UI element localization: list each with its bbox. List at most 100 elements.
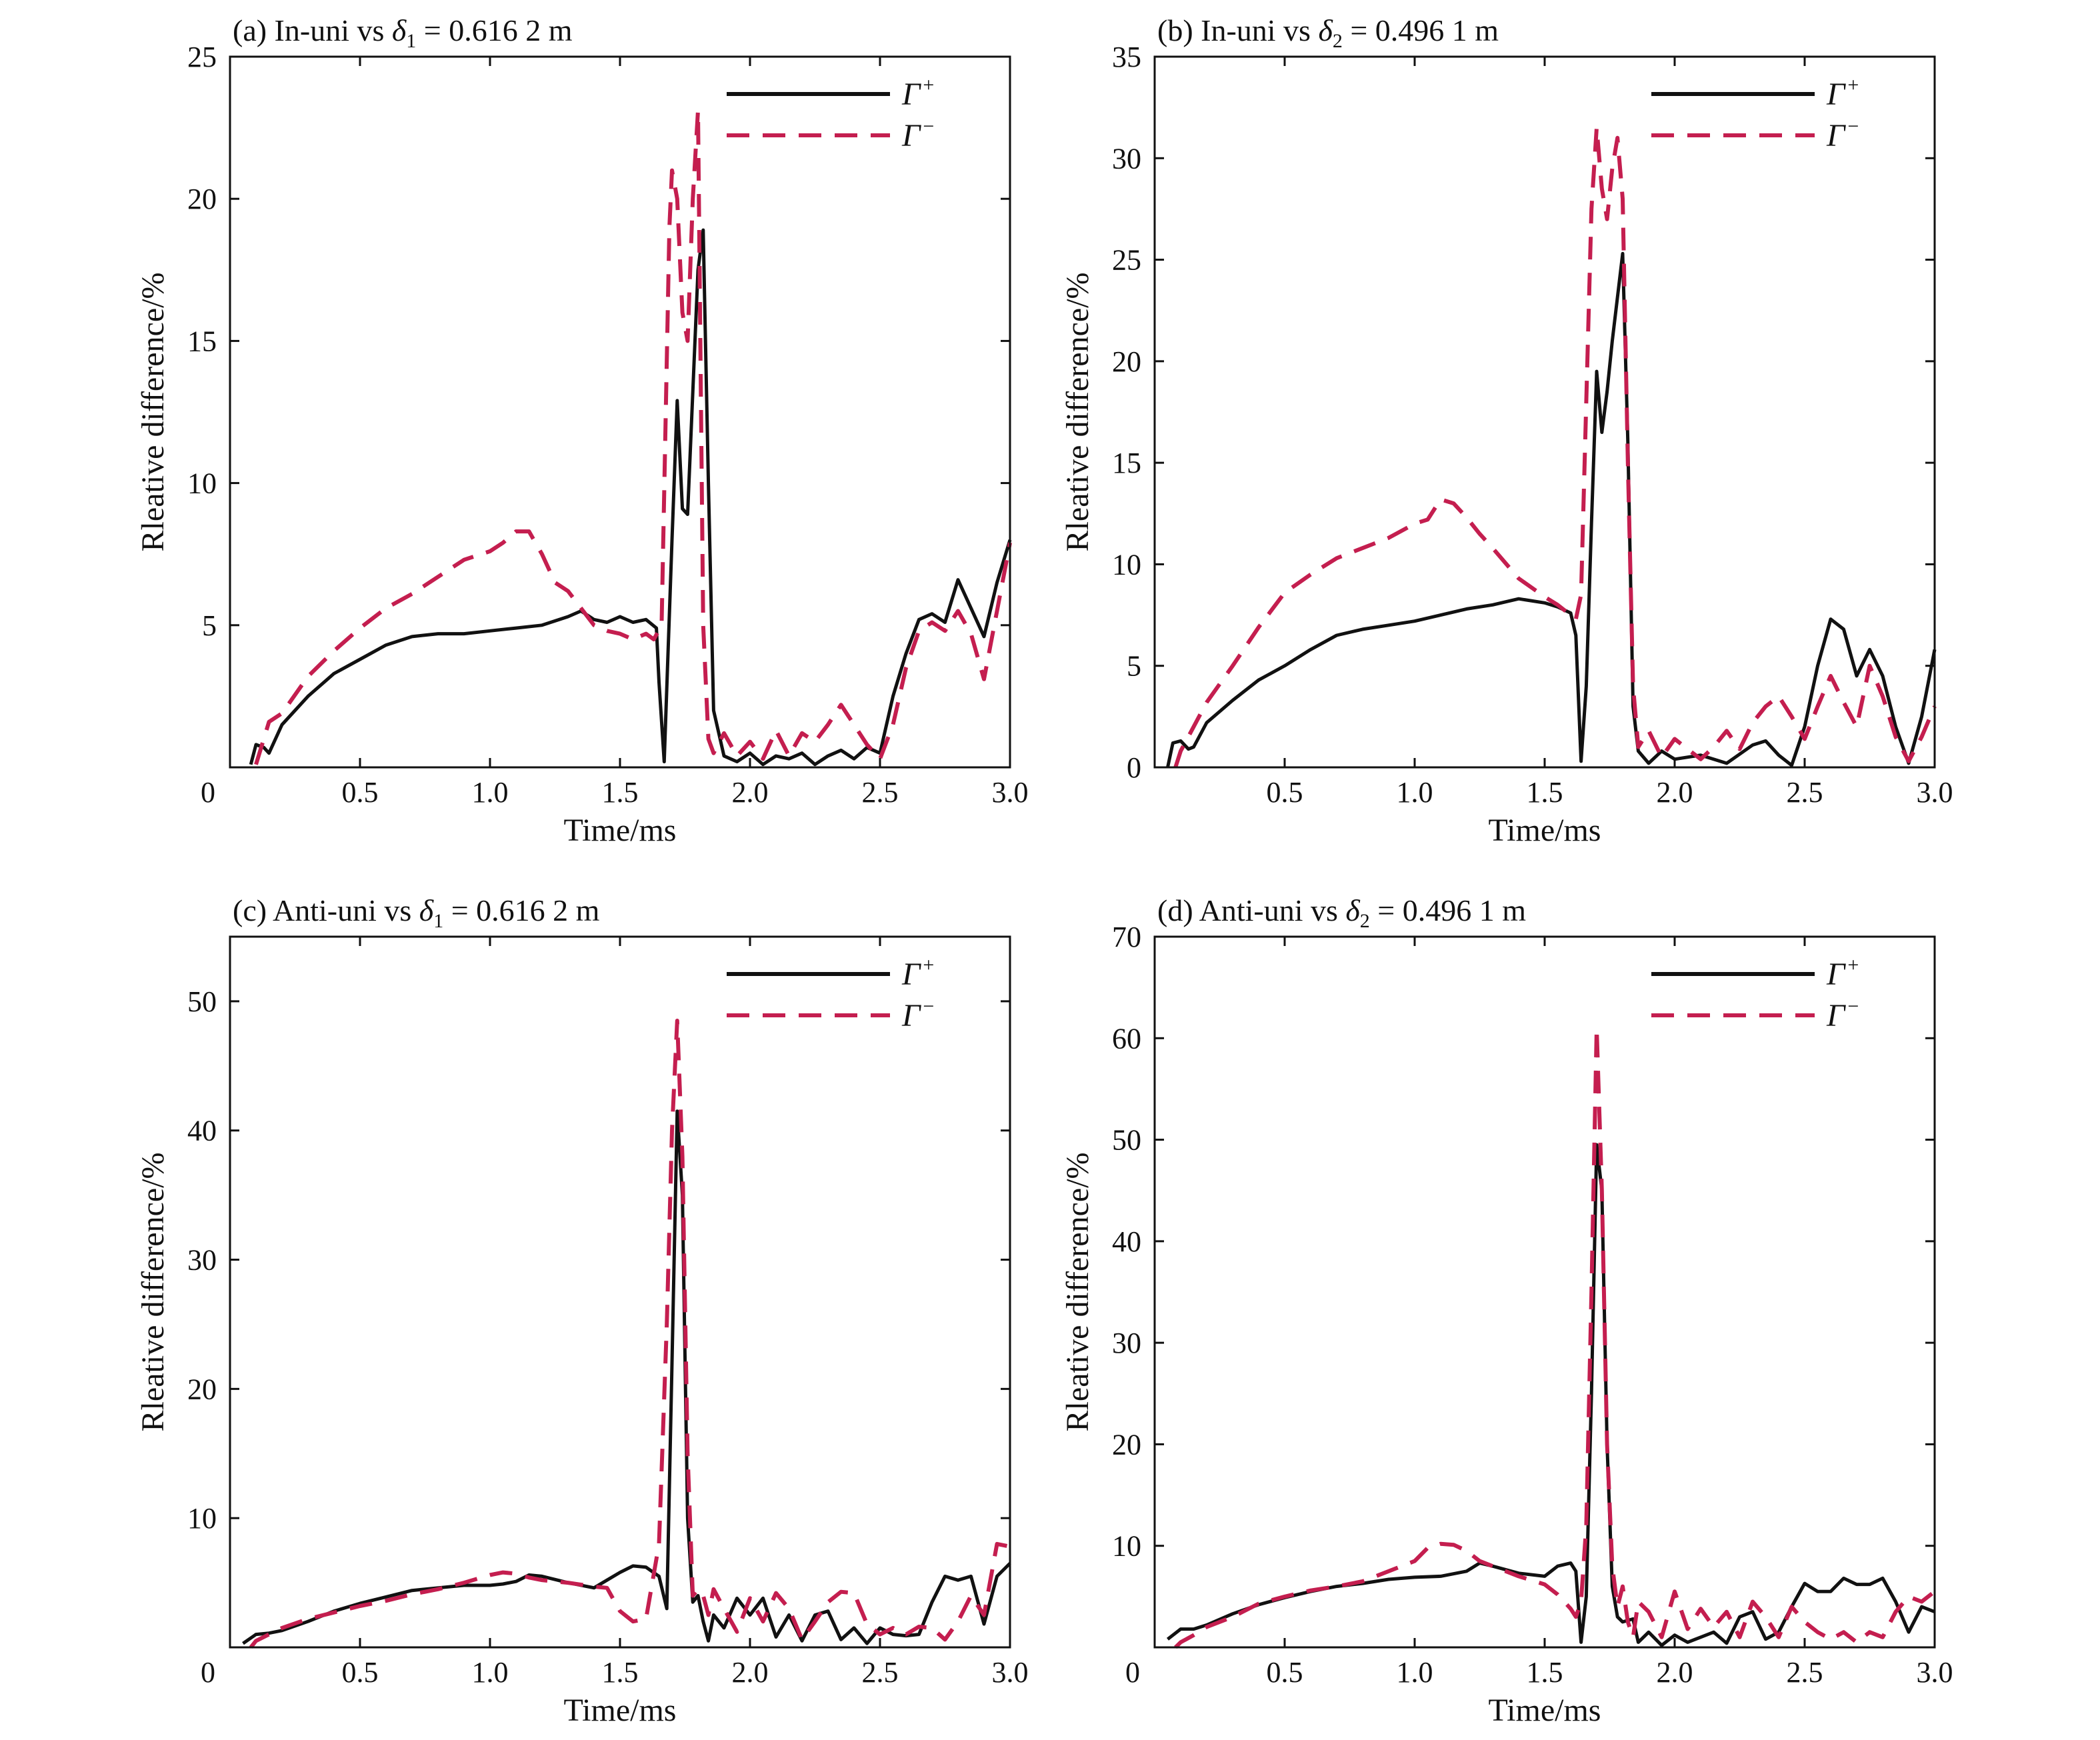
y-tick-label: 40 [1112, 1225, 1141, 1258]
y-tick-label: 10 [1112, 548, 1141, 581]
series-gamma-minus-line [254, 109, 1012, 765]
title-prefix: (c) Anti-uni vs [233, 893, 419, 927]
y-tick-label: 25 [187, 41, 217, 73]
legend-symbol: Γ [901, 118, 921, 153]
legend-label-gamma-minus: Γ − [1826, 115, 1859, 153]
x-axis-label: Time/ms [1489, 813, 1601, 848]
y-tick-label: 25 [1112, 244, 1141, 277]
title-prefix: (d) Anti-uni vs [1157, 893, 1345, 927]
x-tick-label: 3.0 [992, 776, 1029, 809]
y-tick-label: 30 [1112, 1327, 1141, 1359]
legend-label-gamma-minus: Γ − [1826, 995, 1859, 1033]
y-axis-label: Rleative difference/% [135, 273, 171, 552]
title-symbol: δ [419, 893, 434, 927]
series-gamma-plus-line [1166, 251, 1937, 768]
x-tick-label: 0.5 [1267, 1656, 1303, 1689]
title-symbol: δ [1345, 893, 1360, 927]
legend-symbol: Γ [1826, 118, 1846, 153]
legend-label-gamma-plus: Γ + [1826, 954, 1859, 992]
plot-frame [1153, 935, 1936, 1649]
x-tick-label: 2.5 [862, 776, 899, 809]
y-tick-label: 30 [1112, 142, 1141, 175]
y-tick-label: 10 [187, 467, 217, 500]
legend-symbol: Γ [901, 77, 921, 112]
series-gamma-plus-line [242, 1109, 1011, 1645]
title-subscript: 2 [1333, 30, 1343, 52]
series-gamma-plus-line [1166, 1143, 1935, 1647]
y-axis-label: Rleative difference/% [1060, 273, 1095, 552]
legend-superscript: + [923, 954, 934, 976]
x-tick-label: 1.5 [602, 776, 639, 809]
y-tick-label: 20 [1112, 1428, 1141, 1461]
legend-label-gamma-minus: Γ − [901, 995, 934, 1033]
series-gamma-minus-line [1173, 125, 1937, 768]
title-symbol: δ [1318, 13, 1333, 47]
y-tick-label: 60 [1112, 1022, 1141, 1055]
legend-symbol: Γ [1826, 77, 1846, 112]
x-tick-label: 2.0 [732, 1656, 769, 1689]
legend-label-gamma-plus: Γ + [901, 954, 934, 992]
x-tick-label: 1.5 [1527, 776, 1563, 809]
series-gamma-minus-line [1174, 1026, 1936, 1649]
y-tick-label: 5 [202, 609, 217, 642]
x-tick-label: 2.0 [1657, 1656, 1693, 1689]
legend-superscript: − [1847, 115, 1859, 137]
x-tick-label: 3.0 [1917, 1656, 1953, 1689]
chart-title: (a) In-uni vs δ1 = 0.616 2 m [233, 13, 573, 52]
title-symbol: δ [392, 13, 407, 47]
y-tick-label: 20 [187, 1373, 217, 1405]
y-tick-label: 10 [1112, 1530, 1141, 1563]
legend-label-gamma-minus: Γ − [901, 115, 934, 153]
title-suffix: = 0.616 2 m [443, 893, 599, 927]
x-tick-label: 1.0 [472, 1656, 509, 1689]
y-tick-label: 35 [1112, 41, 1141, 73]
legend-superscript: + [923, 74, 934, 96]
x-axis-label: Time/ms [1489, 1693, 1601, 1728]
y-tick-label: 70 [1112, 921, 1141, 953]
legend-symbol: Γ [1826, 957, 1846, 992]
title-subscript: 1 [406, 30, 416, 52]
legend-superscript: − [923, 995, 934, 1017]
x-tick-label: 1.0 [472, 776, 509, 809]
legend-superscript: + [1847, 954, 1859, 976]
title-suffix: = 0.616 2 m [416, 13, 572, 47]
x-tick-label: 0 [201, 776, 215, 809]
legend-symbol: Γ [1826, 998, 1846, 1033]
title-prefix: (a) In-uni vs [233, 13, 392, 47]
title-suffix: = 0.496 1 m [1370, 893, 1526, 927]
x-axis-label: Time/ms [564, 1693, 677, 1728]
x-tick-label: 2.5 [1787, 776, 1823, 809]
x-tick-label: 0 [1125, 1656, 1140, 1689]
series-gamma-plus-line [249, 228, 1012, 767]
y-tick-label: 50 [1112, 1124, 1141, 1157]
legend-symbol: Γ [901, 998, 921, 1033]
x-tick-label: 0.5 [342, 776, 379, 809]
y-tick-label: 20 [187, 183, 217, 215]
title-prefix: (b) In-uni vs [1157, 13, 1318, 47]
plot-frame [229, 935, 1011, 1649]
chart-title: (b) In-uni vs δ2 = 0.496 1 m [1157, 13, 1499, 52]
x-tick-label: 1.5 [602, 1656, 639, 1689]
legend-superscript: − [1847, 995, 1859, 1017]
chart-panel: (d) Anti-uni vs δ2 = 0.496 1 m 0 0.5 1.0 1.5… [1060, 893, 1953, 1728]
y-tick-label: 30 [187, 1244, 217, 1277]
title-subscript: 1 [433, 910, 443, 932]
chart-title: (d) Anti-uni vs δ2 = 0.496 1 m [1157, 893, 1526, 932]
x-axis-label: Time/ms [564, 813, 677, 848]
x-tick-label: 3.0 [992, 1656, 1029, 1689]
y-tick-label: 15 [1112, 447, 1141, 479]
y-tick-label: 50 [187, 985, 217, 1018]
legend-superscript: − [923, 115, 934, 137]
x-tick-label: 2.0 [1657, 776, 1693, 809]
y-tick-label: 20 [1112, 345, 1141, 378]
legend-label-gamma-plus: Γ + [901, 74, 934, 112]
legend-superscript: + [1847, 74, 1859, 96]
title-subscript: 2 [1360, 910, 1370, 932]
x-tick-label: 0 [201, 1656, 215, 1689]
chart-panel: (c) Anti-uni vs δ1 = 0.616 2 m 0 0.5 1.0 1.5… [135, 893, 1029, 1728]
x-tick-label: 1.0 [1397, 776, 1433, 809]
chart-title: (c) Anti-uni vs δ1 = 0.616 2 m [233, 893, 600, 932]
x-tick-label: 2.5 [862, 1656, 899, 1689]
y-tick-label: 10 [187, 1502, 217, 1535]
